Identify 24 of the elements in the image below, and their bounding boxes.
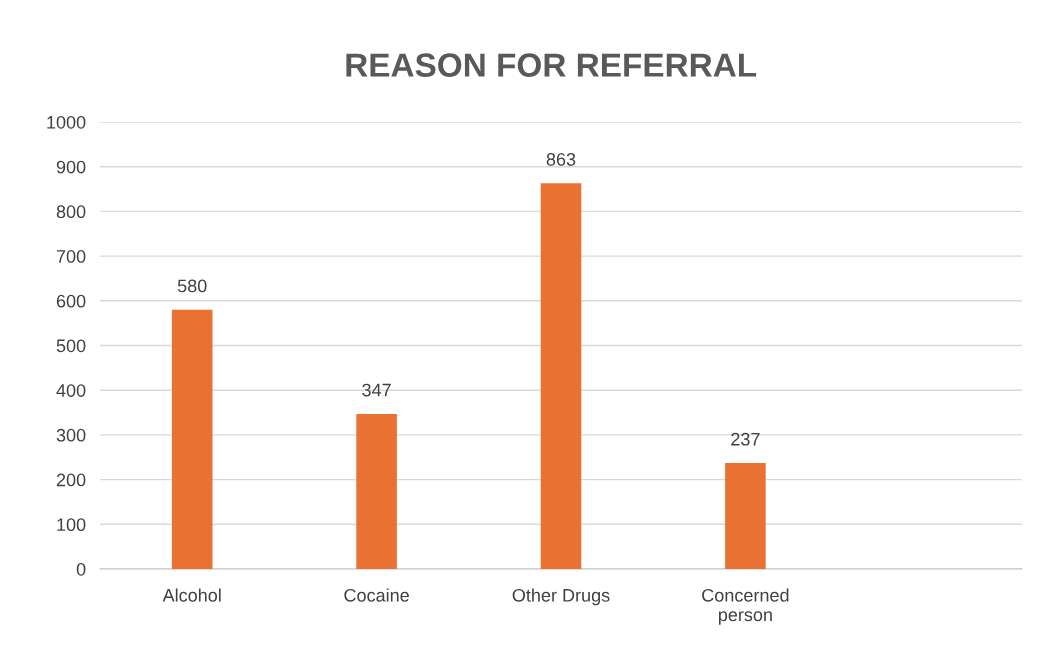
y-tick-label: 100: [57, 518, 86, 532]
data-label: 580: [177, 279, 207, 293]
y-tick-label: 300: [56, 428, 86, 442]
y-tick-label: 0: [76, 562, 86, 576]
bar: [725, 463, 766, 569]
x-tick-label: Cocaine: [344, 588, 409, 602]
y-tick-label: 1000: [47, 115, 86, 129]
y-tick-label: 200: [56, 473, 86, 487]
y-tick-label: 600: [56, 294, 86, 308]
data-label: 863: [546, 153, 576, 166]
data-label: 237: [731, 432, 760, 446]
bar: [540, 183, 582, 569]
bar: [171, 309, 213, 569]
x-tick-label: Concerned person: [702, 588, 789, 625]
x-tick-label: Other Drugs: [512, 588, 610, 606]
y-tick-label: 700: [56, 250, 86, 263]
chart-title: REASON FOR REFERRAL: [346, 53, 757, 77]
data-label: 347: [362, 383, 391, 397]
x-tick-label: Alcohol: [162, 588, 221, 602]
y-tick-label: 800: [56, 205, 86, 219]
y-tick-label: 400: [56, 384, 86, 397]
bar: [356, 413, 397, 569]
y-tick-label: 500: [56, 339, 86, 353]
y-tick-label: 900: [56, 160, 86, 174]
